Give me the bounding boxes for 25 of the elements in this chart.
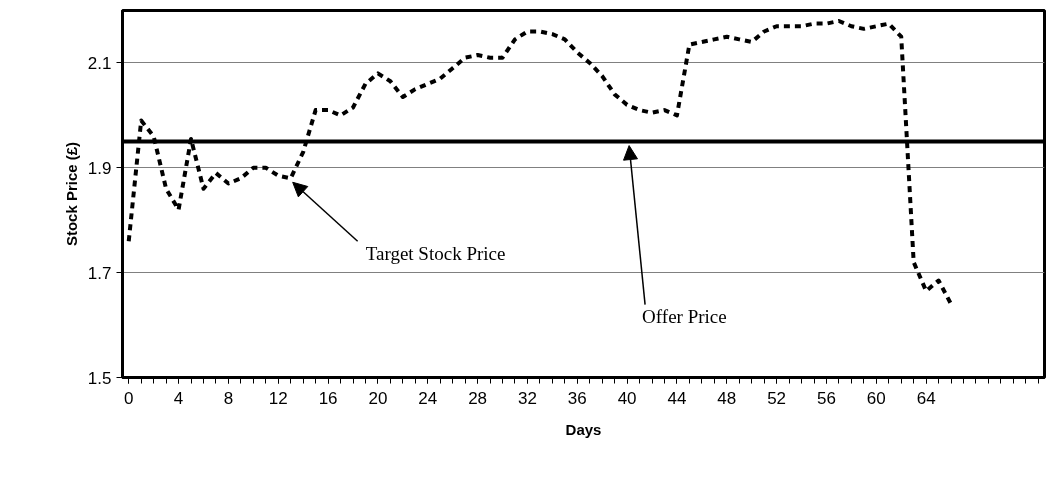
x-tick-label: 56 — [817, 388, 836, 408]
x-tick-label: 12 — [268, 388, 288, 408]
x-tick-label: 64 — [916, 388, 936, 408]
y-tick-label: 1.9 — [87, 158, 112, 178]
x-tick-label: 36 — [567, 388, 587, 408]
x-tick-label: 32 — [517, 388, 537, 408]
x-axis-title: Days — [565, 420, 602, 438]
x-tick-label: 8 — [223, 388, 234, 408]
x-tick-label: 24 — [418, 388, 438, 408]
y-tick-label: 1.7 — [87, 263, 112, 283]
y-axis-title: Stock Price (£) — [62, 141, 80, 247]
x-tick-label: 20 — [368, 388, 388, 408]
y-tick-label: 2.1 — [87, 53, 112, 73]
x-tick-label: 28 — [468, 388, 488, 408]
x-tick-label: 44 — [667, 388, 687, 408]
x-tick-label: 4 — [173, 388, 184, 408]
x-tick-label: 60 — [866, 388, 886, 408]
annotation: Offer Price — [642, 306, 727, 328]
annotation: Target Stock Price — [365, 242, 506, 264]
y-tick-label: 1.5 — [87, 368, 112, 388]
x-tick-label: 0 — [124, 388, 134, 408]
x-tick-label: 52 — [767, 388, 787, 408]
x-tick-label: 16 — [318, 388, 338, 408]
x-tick-label: 40 — [617, 388, 637, 408]
x-tick-label: 48 — [717, 388, 737, 408]
